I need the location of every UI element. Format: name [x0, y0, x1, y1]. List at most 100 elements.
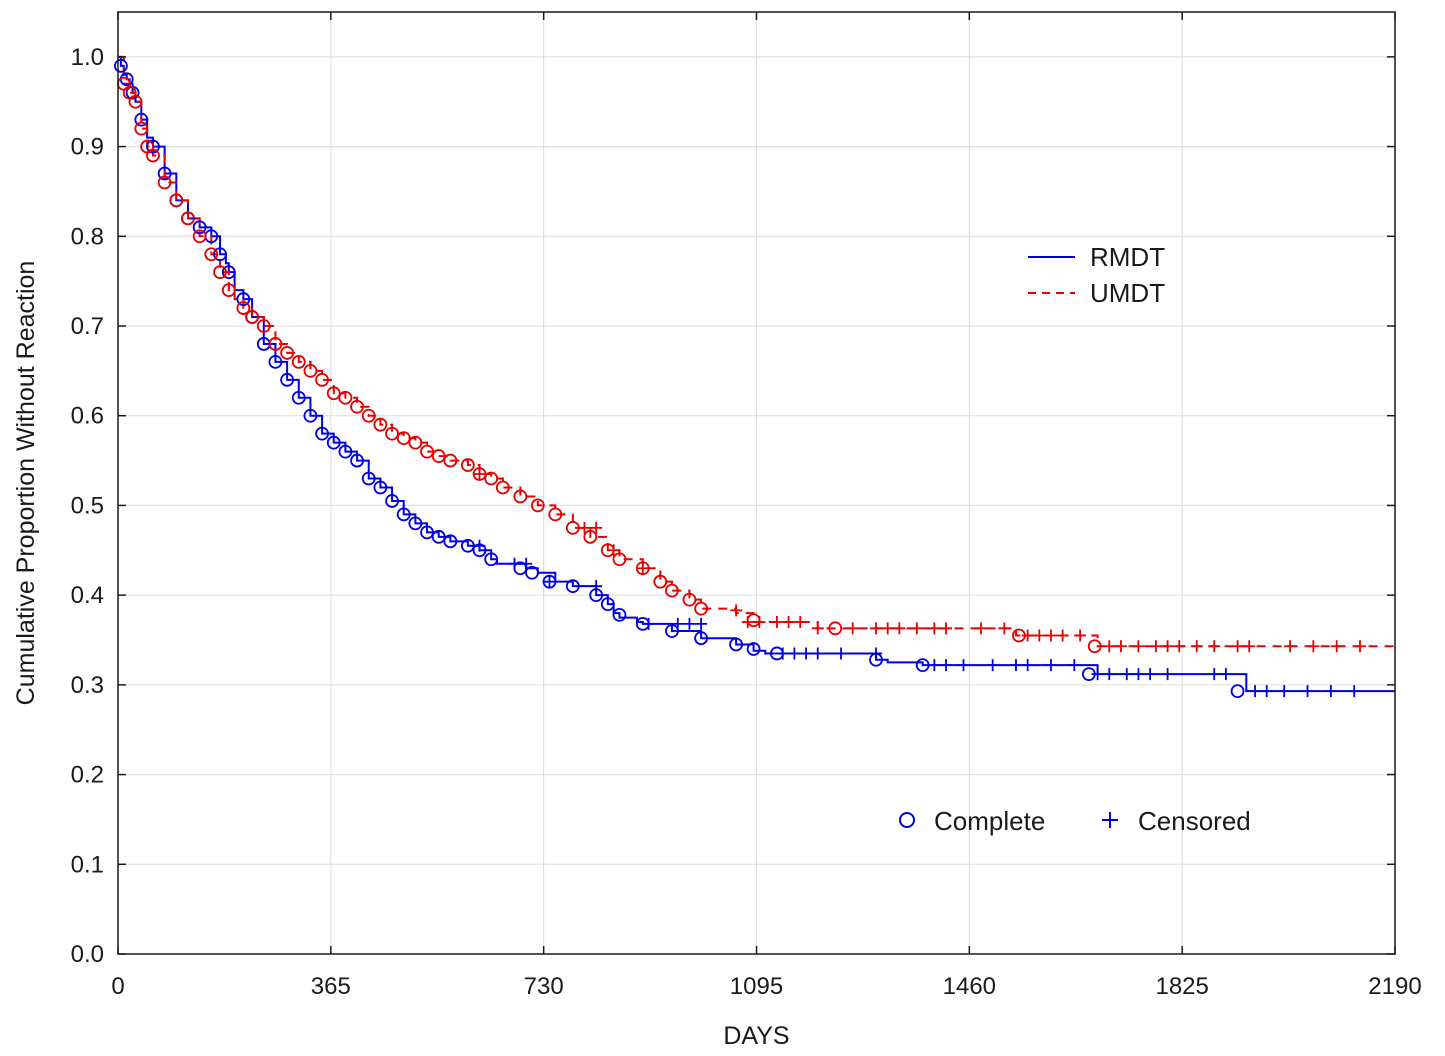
complete-marker-umdt [530, 498, 545, 513]
censored-marker-glyph [1102, 812, 1118, 828]
complete-marker-rmdt [114, 58, 128, 73]
complete-marker-rmdt [408, 516, 423, 531]
censored-marker-umdt [1161, 640, 1174, 653]
y-tick-label: 0.6 [71, 403, 104, 430]
censored-marker-rmdt [1091, 668, 1104, 681]
complete-marker-rmdt [236, 292, 251, 306]
complete-marker-rmdt [373, 480, 388, 495]
censored-marker-rmdt [590, 580, 603, 593]
censored-marker-umdt [881, 622, 894, 635]
complete-marker-rmdt [484, 552, 499, 567]
censored-marker-umdt [730, 604, 743, 617]
y-tick-label: 0.2 [71, 762, 104, 789]
censored-marker-umdt [1132, 640, 1145, 653]
censored-marker-rmdt [1324, 685, 1337, 698]
complete-marker-umdt [548, 507, 563, 522]
censored-marker-rmdt [1120, 668, 1133, 681]
complete-marker-umdt [665, 583, 679, 598]
legend-label-umdt: UMDT [1090, 278, 1165, 308]
complete-marker-umdt [128, 94, 143, 109]
complete-marker-rmdt [612, 607, 627, 622]
complete-marker-umdt [431, 449, 446, 463]
complete-marker-umdt [408, 435, 423, 450]
censored-marker-umdt [770, 616, 783, 629]
complete-marker-umdt [303, 363, 318, 378]
censored-marker-rmdt [928, 659, 941, 672]
complete-marker-rmdt [350, 453, 364, 468]
censored-marker-umdt [794, 616, 807, 629]
censored-marker-umdt [1330, 640, 1343, 653]
complete-marker-umdt [385, 426, 399, 441]
censored-marker-umdt [1190, 640, 1203, 653]
complete-marker-rmdt [291, 390, 306, 405]
complete-marker-umdt [682, 592, 697, 607]
censored-marker-umdt [1284, 640, 1297, 653]
y-tick-label: 0.5 [71, 492, 104, 519]
complete-marker-rmdt [315, 426, 329, 441]
censored-marker-rmdt [1219, 668, 1232, 681]
censored-marker-rmdt [1009, 659, 1022, 672]
censored-marker-umdt [1044, 629, 1057, 642]
censored-marker-rmdt [1348, 685, 1361, 698]
censored-marker-icon [1102, 812, 1118, 828]
censored-marker-umdt [590, 521, 603, 534]
x-tick-label: 1460 [943, 973, 996, 1000]
censored-marker-umdt [928, 622, 941, 635]
complete-marker-umdt [396, 431, 411, 446]
complete-marker-umdt [513, 489, 528, 504]
complete-marker-umdt [460, 458, 475, 472]
censored-marker-umdt [870, 622, 883, 635]
complete-marker-rmdt [338, 444, 353, 459]
complete-marker-umdt [583, 529, 598, 544]
complete-marker-rmdt [443, 534, 458, 549]
censored-marker-umdt [607, 544, 620, 557]
censored-marker-rmdt [1044, 659, 1057, 672]
censored-marker-rmdt [870, 647, 883, 660]
censored-marker-umdt [1114, 640, 1127, 653]
censored-marker-umdt [1354, 640, 1367, 653]
complete-marker-rmdt [268, 354, 283, 369]
complete-marker-rmdt [361, 471, 376, 486]
y-tick-label: 0.4 [71, 582, 104, 609]
complete-marker-rmdt [694, 631, 709, 646]
censored-marker-rmdt [1260, 685, 1273, 698]
y-tick-label: 1.0 [71, 44, 104, 71]
complete-marker-umdt [192, 229, 207, 244]
complete-marker-rmdt [326, 435, 341, 450]
complete-marker-rmdt [746, 642, 761, 656]
complete-marker-umdt [146, 148, 160, 163]
complete-marker-umdt [326, 386, 341, 401]
complete-marker-umdt [1087, 639, 1102, 654]
complete-marker-rmdt [396, 507, 411, 522]
complete-marker-umdt [443, 453, 458, 468]
censored-marker-rmdt [1132, 668, 1145, 681]
censored-marker-umdt [636, 562, 649, 575]
complete-marker-rmdt [146, 139, 160, 154]
censored-marker-rmdt [1144, 668, 1157, 681]
censored-marker-umdt [1021, 629, 1034, 642]
x-axis-title: DAYS [723, 1022, 789, 1050]
censored-marker-umdt [1243, 640, 1256, 653]
censored-marker-rmdt [940, 659, 953, 672]
complete-marker-umdt [213, 265, 227, 280]
series-line-rmdt [118, 55, 1395, 693]
censored-marker-umdt [1208, 640, 1221, 653]
complete-marker-rmdt [729, 637, 743, 652]
x-tick-label: 365 [311, 973, 351, 1000]
complete-marker-umdt [484, 471, 499, 486]
complete-marker-umdt [221, 283, 236, 298]
x-tick-label: 1095 [730, 973, 783, 1000]
complete-marker-umdt [495, 480, 510, 495]
censored-marker-umdt [1149, 640, 1162, 653]
complete-marker-umdt [291, 354, 306, 369]
complete-marker-rmdt [221, 265, 236, 280]
y-tick-label: 0.3 [71, 672, 104, 699]
complete-marker-rmdt [213, 247, 227, 262]
complete-marker-umdt [828, 621, 843, 636]
complete-marker-rmdt [157, 166, 172, 181]
censored-marker-rmdt [957, 659, 970, 672]
complete-marker-rmdt [420, 525, 434, 540]
marker-legend: Complete Censored [899, 806, 1251, 836]
complete-marker-rmdt [280, 372, 295, 387]
censored-marker-rmdt [508, 557, 521, 570]
